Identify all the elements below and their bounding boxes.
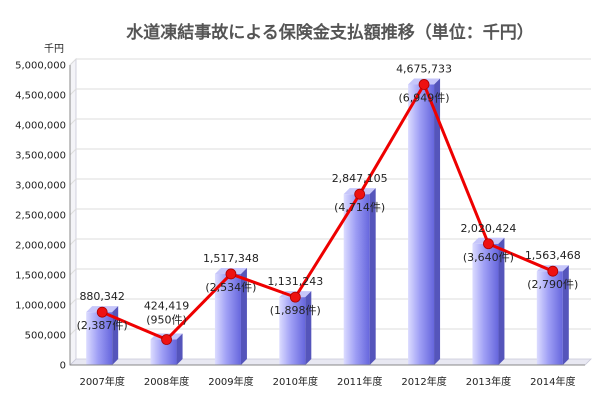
gridline xyxy=(69,118,591,126)
bar-side xyxy=(434,78,441,365)
axis-layer: 0 500,000 1,000,000 1,500,000 2,000,000 2,500… xyxy=(15,61,585,388)
gridline xyxy=(69,178,591,186)
label-layer: 880,342 (2,387件) 424,419(950件) 1,517,348 (2,… xyxy=(77,62,581,332)
x-tick-label: 2011年度 xyxy=(337,375,382,388)
y-tick-label: 3,500,000 xyxy=(15,151,66,162)
bar xyxy=(472,243,499,365)
bar-side xyxy=(240,267,247,365)
gridline xyxy=(69,88,591,96)
chart-title: 水道凍結事故による保険金支払額推移（単位：千円） xyxy=(126,22,534,43)
y-tick-label: 1,500,000 xyxy=(15,271,66,282)
data-label-count: (2,387件) xyxy=(77,319,128,332)
gridline xyxy=(69,58,591,66)
x-tick-label: 2009年度 xyxy=(208,375,253,388)
data-label-amount: 424,419 xyxy=(144,300,190,313)
data-label-count: (2,790件) xyxy=(527,278,578,291)
x-tick-label: 2012年度 xyxy=(401,375,446,388)
data-label-count: (2,534件) xyxy=(205,281,256,294)
y-tick-label: 0 xyxy=(60,361,66,372)
data-label-amount: 2,847,105 xyxy=(332,172,388,185)
y-tick-label: 1,000,000 xyxy=(15,301,66,312)
line-layer xyxy=(96,79,559,345)
y-tick-label: 3,000,000 xyxy=(15,181,66,192)
bar xyxy=(536,271,563,365)
bar xyxy=(279,297,306,365)
line-series xyxy=(101,82,554,342)
y-axis-unit-label: 千円 xyxy=(44,43,64,55)
x-tick-label: 2007年度 xyxy=(79,375,124,388)
data-label-count: (4,714件) xyxy=(334,201,385,214)
line-marker xyxy=(418,79,430,90)
y-tick-label: 500,000 xyxy=(25,331,66,342)
data-label-amount: 880,342 xyxy=(79,290,125,303)
data-label-count: (1,898件) xyxy=(270,304,321,317)
chart-floor xyxy=(69,358,592,366)
gridline xyxy=(69,268,591,276)
x-tick-label: 2010年度 xyxy=(273,375,318,388)
bar xyxy=(86,312,113,365)
x-tick-label: 2008年度 xyxy=(144,375,189,388)
y-tick-label: 4,000,000 xyxy=(15,121,66,132)
x-tick-label: 2014年度 xyxy=(530,375,575,388)
data-label-amount: 1,517,348 xyxy=(203,252,259,265)
gridline xyxy=(69,148,591,156)
data-label-amount: 4,675,733 xyxy=(396,62,452,75)
bar-side xyxy=(562,265,569,365)
y-tick-label: 2,500,000 xyxy=(15,211,66,222)
bar xyxy=(408,84,435,365)
bar-side xyxy=(369,188,376,365)
bar-side xyxy=(176,333,183,365)
data-label-amount: 1,563,468 xyxy=(525,249,581,262)
y-tick-label: 5,000,000 xyxy=(15,61,66,72)
data-label-amount: 2,020,424 xyxy=(460,222,516,235)
bar-side xyxy=(498,237,505,365)
x-tick-label: 2013年度 xyxy=(466,375,511,388)
line-marker xyxy=(354,188,366,200)
data-label-amount: 1,131,243 xyxy=(267,275,323,288)
line-marker xyxy=(225,268,237,280)
bar xyxy=(343,194,370,365)
line-marker xyxy=(547,265,559,277)
data-label-count: (3,640件) xyxy=(463,251,514,264)
line-marker xyxy=(483,238,494,250)
data-label-count: (950件) xyxy=(146,314,187,327)
bar xyxy=(214,273,241,365)
line-marker xyxy=(161,334,172,345)
line-marker xyxy=(289,291,301,303)
bar-side xyxy=(112,306,119,365)
line-marker xyxy=(96,306,108,318)
y-tick-label: 2,000,000 xyxy=(15,241,66,252)
bar-side xyxy=(305,291,312,365)
data-label-count: (6,949件) xyxy=(399,91,450,104)
gridline xyxy=(69,208,591,216)
y-tick-label: 4,500,000 xyxy=(15,91,66,102)
